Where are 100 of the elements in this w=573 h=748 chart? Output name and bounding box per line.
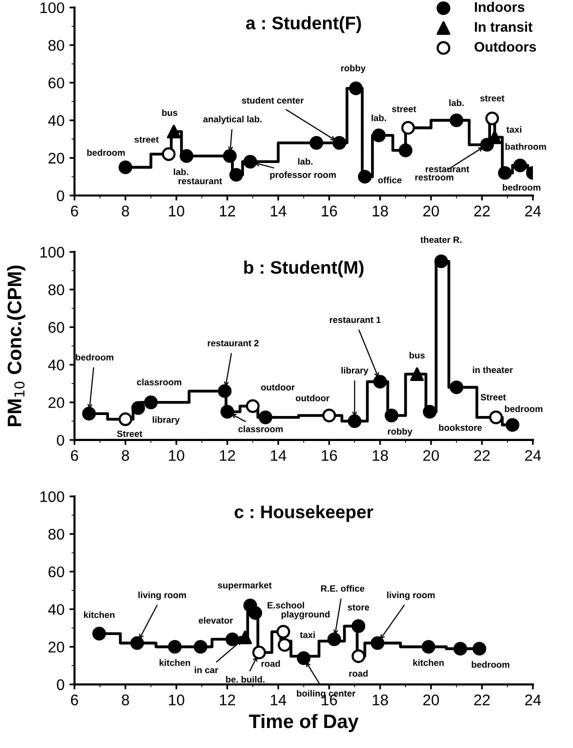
annotation: robby [341, 64, 366, 74]
annotation: kitchen [84, 611, 114, 618]
x-tick-label: 18 [372, 206, 388, 216]
point [222, 149, 237, 163]
point [168, 640, 182, 654]
annotation: classroom [238, 426, 283, 432]
annotation: R.E. office [321, 585, 364, 592]
point [118, 412, 132, 426]
annotation: lab. [372, 114, 386, 122]
annotation: restaurant [426, 166, 470, 172]
annotation: street [480, 95, 504, 102]
legend-label: Indoors [474, 2, 524, 12]
x-tick-label: 12 [220, 206, 236, 216]
point [278, 638, 292, 652]
annotation: Street [480, 394, 506, 400]
point [384, 408, 398, 422]
annotation: theater R. [420, 236, 462, 243]
point [310, 136, 324, 150]
annotation: bedroom [87, 149, 125, 156]
point [144, 396, 158, 410]
annotation: bus [410, 352, 425, 359]
y-tick-label: 20 [48, 397, 64, 408]
x-tick-label: 10 [169, 450, 184, 461]
point [322, 408, 336, 422]
x-tick-label: 10 [169, 206, 184, 216]
annotation: restaurant 2 [208, 340, 259, 346]
x-tick-label: 22 [474, 694, 490, 706]
y-tick-label: 0 [56, 679, 64, 690]
point [118, 160, 132, 174]
point [248, 606, 262, 620]
annotation: student center [242, 96, 304, 104]
annotation: taxi [506, 126, 522, 133]
point [373, 374, 387, 389]
point [332, 136, 346, 150]
y-tick-label: 100 [40, 491, 64, 502]
annotation: restroom [415, 174, 454, 181]
annotation: robby [388, 428, 412, 436]
point [349, 81, 363, 96]
point [166, 124, 181, 138]
point [358, 170, 372, 184]
annotation: library [341, 366, 368, 376]
x-tick-label: 22 [474, 206, 490, 216]
annotation: road [349, 670, 368, 677]
annotation: kitchen [160, 659, 190, 666]
annotation: bookstore [439, 424, 482, 431]
y-tick-label: 100 [40, 246, 64, 258]
chart-title: c : Housekeeper [234, 505, 374, 522]
x-tick-label: 24 [525, 694, 541, 706]
point [296, 651, 311, 665]
annotation: living room [138, 592, 186, 600]
point [243, 154, 258, 169]
y-axis-title: PM$_{10}$ Conc.(CPM) [7, 266, 26, 426]
annotation: Street [117, 430, 142, 437]
point [506, 418, 520, 432]
point [450, 113, 464, 128]
annotation: be. build. [226, 676, 264, 683]
point [180, 149, 194, 163]
point [252, 646, 266, 660]
annotation: street [392, 106, 416, 112]
x-tick-label: 12 [220, 694, 236, 706]
point [352, 619, 366, 633]
x-tick-label: 18 [372, 450, 388, 461]
point [352, 649, 366, 664]
annotation: bedroom [504, 405, 542, 412]
x-tick-label: 6 [71, 450, 78, 461]
annotation: street [134, 136, 159, 143]
y-tick-label: 0 [56, 190, 64, 202]
annotation: outdoor [261, 384, 295, 390]
x-tick-label: 20 [423, 694, 439, 706]
annotation: classroom [136, 378, 182, 386]
point [434, 254, 448, 268]
annotation: bedroom [472, 661, 510, 668]
x-tick-label: 14 [270, 694, 286, 706]
y-tick-label: 80 [48, 284, 64, 296]
x-tick-label: 24 [525, 206, 541, 216]
annotation: outdoor [296, 394, 330, 402]
y-tick-label: 40 [48, 604, 64, 615]
x-tick-label: 8 [122, 206, 130, 216]
point [238, 630, 252, 644]
x-tick-label: 6 [71, 694, 78, 706]
x-tick-label: 8 [122, 450, 130, 461]
point [450, 380, 464, 394]
annotation: playground [282, 610, 330, 620]
x-tick-label: 14 [270, 450, 286, 461]
y-tick-label: 20 [48, 152, 64, 164]
x-tick-label: 20 [423, 206, 439, 216]
annotation: lab. [174, 168, 188, 176]
x-tick-label: 16 [322, 450, 337, 461]
point [513, 158, 528, 172]
y-tick-label: 0 [56, 434, 64, 446]
legend-label: Outdoors [474, 42, 536, 52]
annotation: taxi [300, 631, 315, 638]
x-tick-label: 18 [372, 694, 388, 706]
x-tick-label: 22 [474, 450, 490, 461]
x-tick-label: 24 [525, 450, 541, 461]
point [162, 147, 176, 162]
point [489, 410, 503, 424]
annotation: bedroom [76, 354, 114, 361]
annotation: in theater [472, 366, 513, 374]
annotation: library [152, 416, 180, 425]
